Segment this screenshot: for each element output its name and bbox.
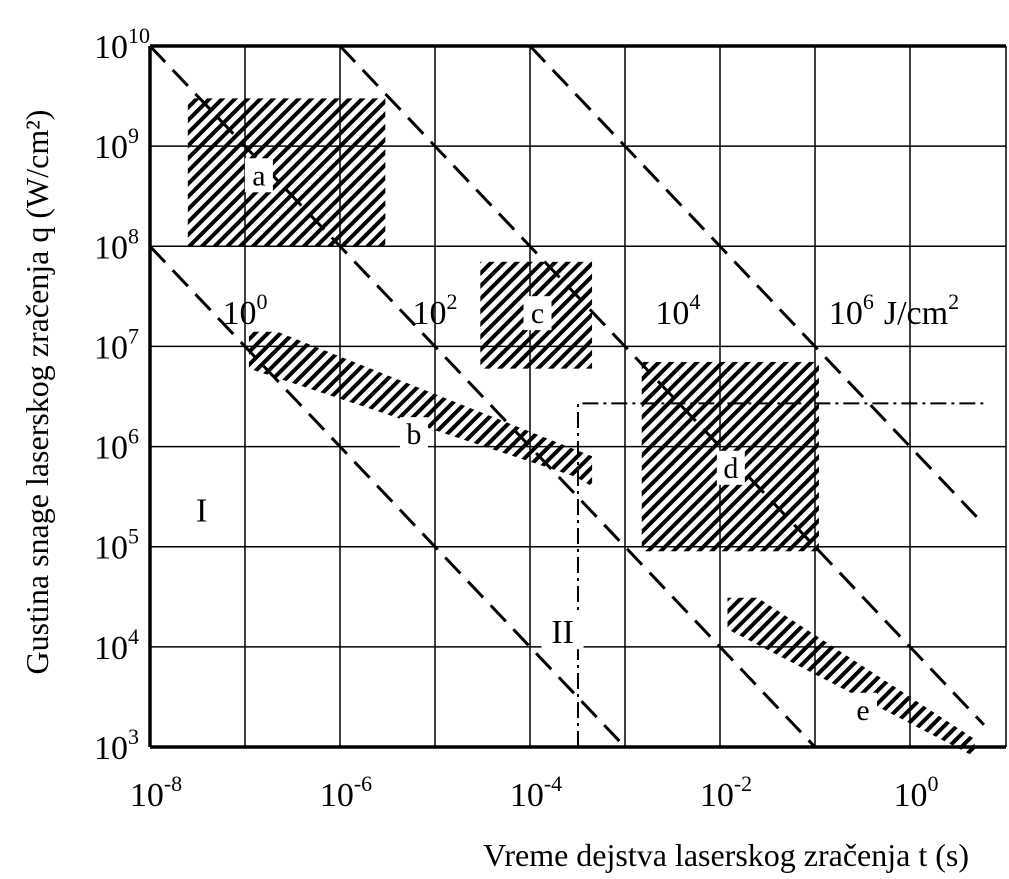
regime-boundary-line	[576, 402, 984, 747]
regime-II-label-bg	[541, 613, 584, 650]
region-a-label: a	[252, 159, 265, 192]
region-b-label-bg	[399, 417, 428, 452]
regime-boundary	[576, 402, 984, 747]
y-tick-label: 108	[94, 223, 139, 266]
y-axis-title: Gustina snage laserskog zračenja q (W/cm…	[19, 110, 55, 675]
y-tick-label: 109	[94, 123, 139, 166]
fluence-line-1e2	[148, 44, 817, 749]
region-e-label-bg	[848, 692, 877, 727]
fluence-lines: 100 102 104 106 J/cm2	[148, 44, 986, 749]
y-tick-label: 107	[94, 323, 139, 366]
fluence-label-1e6: 106 J/cm2	[829, 289, 959, 332]
region-b-label: b	[406, 418, 421, 451]
regime-II-label: II	[551, 614, 574, 651]
region-d-label: d	[723, 452, 738, 485]
regime-I-label: I	[196, 492, 207, 529]
y-tick-label: 1010	[94, 23, 150, 66]
region-c-label-bg	[523, 296, 552, 331]
x-tick-label: 10-8	[130, 771, 182, 814]
x-tick-label: 10-2	[700, 771, 752, 814]
region-b-area	[248, 331, 593, 487]
y-tick-label: 104	[94, 624, 139, 667]
fluence-line-1e6	[528, 44, 986, 526]
plot-frame	[148, 44, 1007, 749]
region-c-label: c	[531, 297, 544, 330]
region-e-label: e	[856, 694, 869, 727]
x-axis-title: Vreme dejstva laserskog zračenja t (s)	[483, 837, 969, 873]
fluence-label-1e2: 102	[413, 289, 458, 332]
fluence-label-1e0: 100	[223, 289, 268, 332]
y-tick-label: 105	[94, 524, 139, 567]
fluence-line-1e0	[148, 245, 627, 749]
y-tick-label: 106	[94, 424, 139, 467]
x-tick-label: 10-4	[510, 771, 562, 814]
processing-regions	[187, 98, 975, 757]
region-e-area	[727, 597, 975, 757]
fluence-line-1e4	[338, 44, 986, 726]
fluence-label-1e4: 104	[655, 289, 700, 332]
region-a-area	[187, 98, 386, 247]
x-tick-label: 100	[894, 771, 939, 814]
region-a-label-bg	[244, 158, 273, 193]
y-tick-label: 103	[94, 724, 139, 767]
tick-labels: 10-8 10-6 10-4 10-2 100 103 104 105 106 107 108 109…	[94, 23, 939, 814]
region-d-label-bg	[716, 450, 745, 485]
x-tick-label: 10-6	[320, 771, 372, 814]
regime-I-label-bg	[187, 491, 216, 528]
